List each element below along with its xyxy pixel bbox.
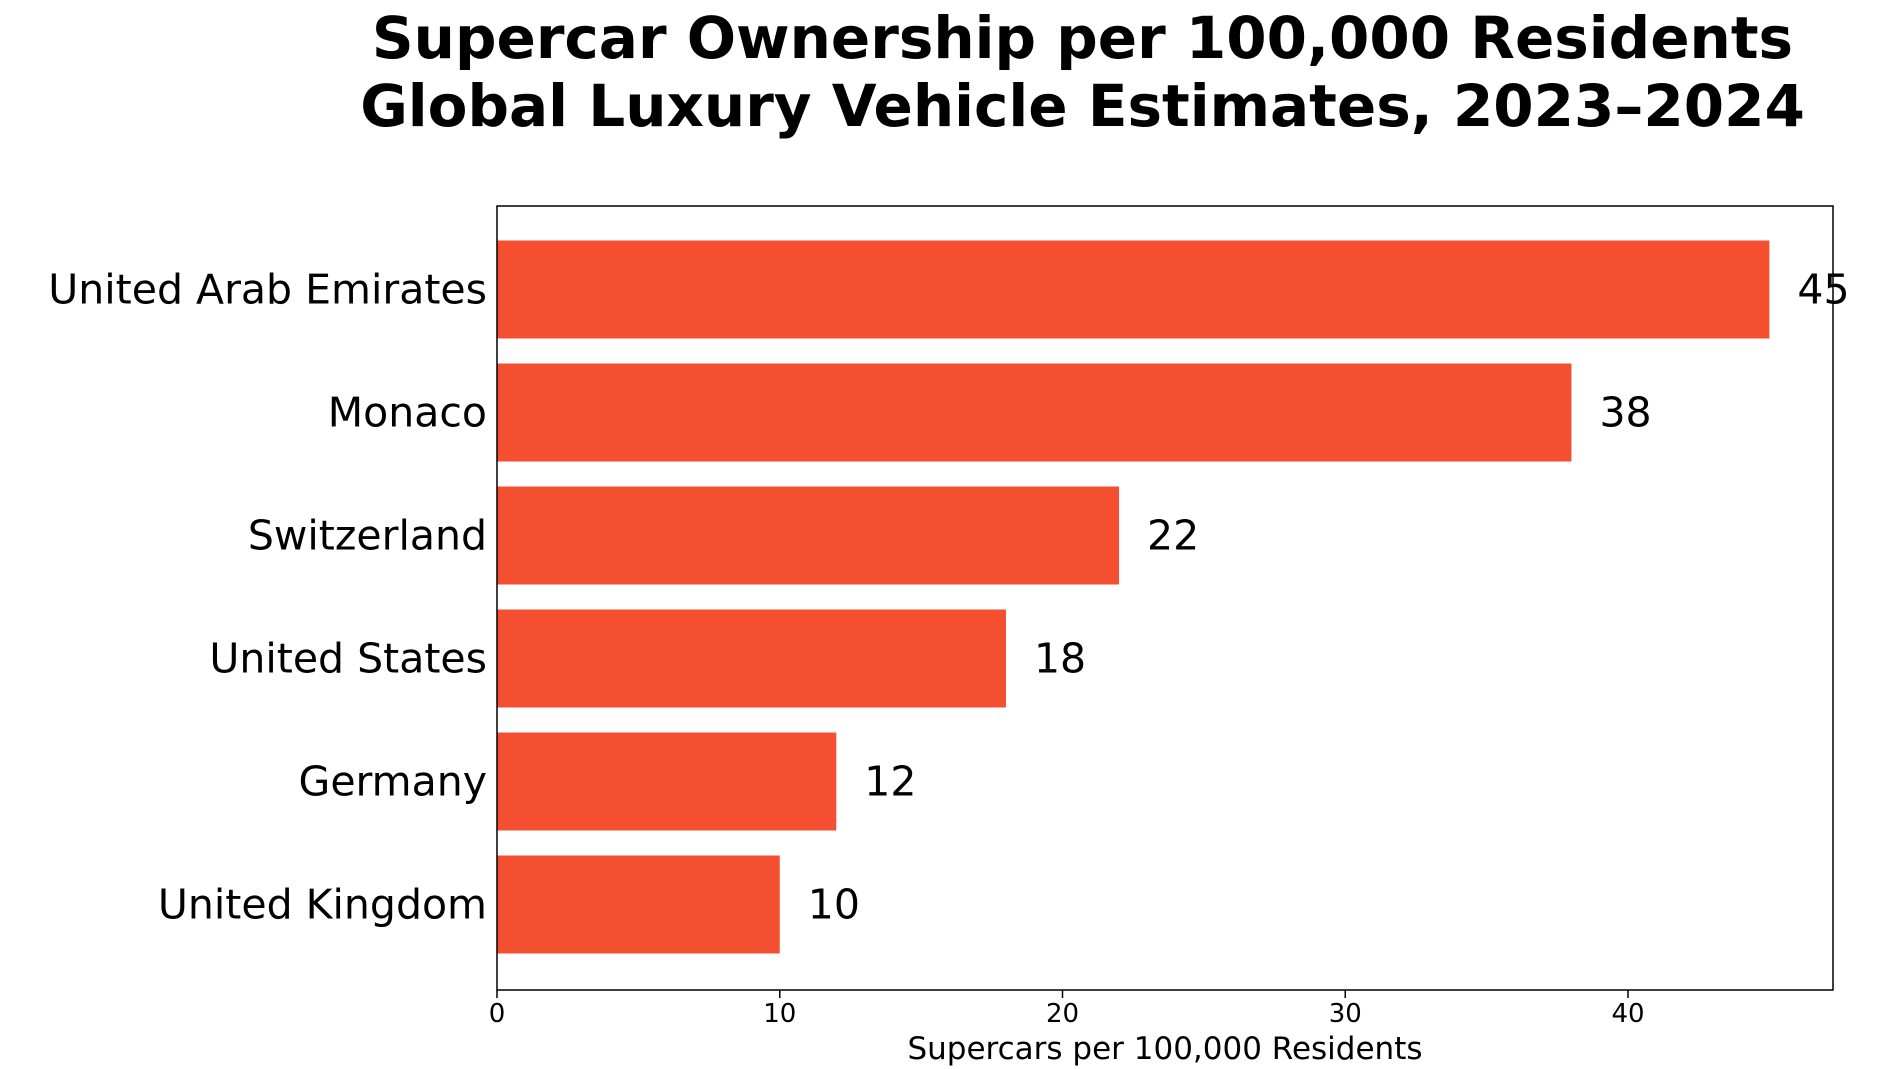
x-axis-title: Supercars per 100,000 Residents	[907, 1031, 1422, 1067]
x-tick-label-40: 40	[1611, 999, 1644, 1029]
value-label-germany: 12	[864, 758, 916, 806]
category-labels: United Arab Emirates Monaco Switzerland Uni…	[48, 266, 487, 929]
x-tick-label-10: 10	[763, 999, 796, 1029]
category-label-germany: Germany	[299, 758, 487, 806]
chart-title: Supercar Ownership per 100,000 Residents…	[0, 4, 1895, 140]
category-label-switzerland: Switzerland	[248, 512, 487, 560]
value-labels: 45 38 22 18 12 10	[808, 266, 1850, 929]
value-label-united-states: 18	[1034, 635, 1086, 683]
bar-germany	[497, 732, 837, 831]
x-tick-label-20: 20	[1046, 999, 1079, 1029]
bars-layer	[497, 240, 1770, 954]
value-label-united-arab-emirates: 45	[1797, 266, 1849, 314]
bar-united-states	[497, 609, 1006, 708]
x-tick-label-30: 30	[1329, 999, 1362, 1029]
x-tick-label-0: 0	[489, 999, 506, 1029]
category-label-monaco: Monaco	[328, 389, 487, 437]
bar-united-kingdom	[497, 855, 780, 954]
plot-frame	[496, 205, 1834, 991]
x-axis-ticks: 0 10 20 30 40	[489, 990, 1645, 1029]
bar-monaco	[497, 363, 1572, 462]
chart-title-line-1: Supercar Ownership per 100,000 Residents	[371, 4, 1794, 72]
value-label-monaco: 38	[1599, 389, 1651, 437]
value-label-united-kingdom: 10	[808, 881, 860, 929]
category-label-united-states: United States	[209, 635, 487, 683]
chart-title-line-2: Global Luxury Vehicle Estimates, 2023–20…	[360, 72, 1805, 140]
bar-switzerland	[497, 486, 1120, 585]
bar-united-arab-emirates	[497, 240, 1770, 339]
value-label-switzerland: 22	[1147, 512, 1199, 560]
category-label-united-kingdom: United Kingdom	[158, 881, 487, 929]
category-label-united-arab-emirates: United Arab Emirates	[48, 266, 487, 314]
